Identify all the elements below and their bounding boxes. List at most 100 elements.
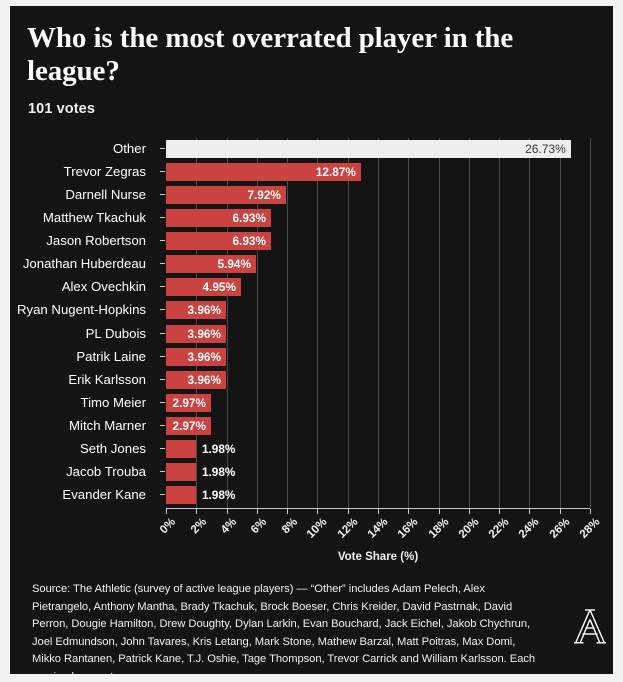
category-label: Evander Kane bbox=[62, 487, 146, 503]
x-tick-mark bbox=[529, 509, 531, 514]
bar-row: Ryan Nugent-Hopkins 3.96% bbox=[17, 301, 590, 320]
bar-value-label: 12.87% bbox=[315, 164, 356, 179]
bar-row: Other 26.73% bbox=[113, 139, 590, 158]
y-tick-mark bbox=[160, 170, 165, 172]
source-note: Source: The Athletic (survey of active l… bbox=[32, 583, 536, 674]
x-tick-mark bbox=[438, 509, 440, 514]
category-label: Erik Karlsson bbox=[68, 371, 146, 387]
y-tick-mark bbox=[160, 471, 165, 473]
bar-row: Jason Robertson 6.93% bbox=[46, 232, 590, 251]
bar-value-label: 1.98% bbox=[201, 465, 236, 480]
bar-value-label: 6.93% bbox=[232, 210, 266, 225]
x-tick-label: 22% bbox=[486, 516, 512, 541]
plot-area: Other 26.73% Trevor Zegras 12.87% Darnell Nu… bbox=[17, 138, 602, 541]
category-label: PL Dubois bbox=[85, 325, 146, 341]
x-tick-mark bbox=[347, 509, 349, 514]
x-tick-label: 12% bbox=[335, 516, 361, 541]
bar bbox=[166, 417, 211, 436]
x-tick-label: 20% bbox=[456, 516, 482, 541]
bar-row: Evander Kane 1.98% bbox=[62, 486, 590, 505]
bar-row: Erik Karlsson 3.96% bbox=[68, 370, 590, 389]
category-label: Mitch Marner bbox=[69, 418, 146, 434]
x-tick-label: 6% bbox=[249, 516, 270, 537]
bar-value-label: 2.97% bbox=[172, 419, 206, 434]
bar-row: Trevor Zegras 12.87% bbox=[64, 162, 590, 181]
bar bbox=[166, 255, 256, 274]
y-tick-mark bbox=[160, 401, 165, 403]
category-label: Jacob Trouba bbox=[66, 464, 146, 480]
y-tick-mark bbox=[160, 263, 165, 265]
x-tick-mark bbox=[468, 509, 470, 514]
bar-value-label: 3.96% bbox=[187, 349, 221, 364]
bar-row: Jonathan Huberdeau 5.94% bbox=[23, 255, 590, 274]
y-tick-mark bbox=[160, 240, 165, 242]
bar-value-label: 26.73% bbox=[525, 141, 566, 156]
gridline bbox=[590, 138, 591, 508]
bar bbox=[166, 486, 196, 505]
bar-value-label: 7.92% bbox=[247, 187, 281, 202]
x-tick-mark bbox=[166, 509, 167, 514]
x-tick-mark bbox=[378, 509, 379, 514]
bar-value-label: 3.96% bbox=[187, 326, 221, 341]
x-tick-mark bbox=[226, 509, 228, 514]
category-label: Other bbox=[113, 140, 146, 156]
category-label: Alex Ovechkin bbox=[61, 279, 146, 295]
x-axis-line bbox=[166, 508, 590, 509]
x-tick-mark bbox=[196, 509, 198, 514]
x-tick-mark bbox=[256, 509, 258, 514]
page-title: Who is the most overrated player in the … bbox=[27, 22, 514, 87]
bar bbox=[166, 278, 241, 297]
x-tick-label: 10% bbox=[305, 516, 330, 541]
x-tick-label: 14% bbox=[365, 516, 391, 541]
x-tick-label: 24% bbox=[517, 516, 542, 541]
y-tick-mark bbox=[160, 332, 165, 334]
y-tick-mark bbox=[160, 448, 165, 450]
bar bbox=[166, 440, 196, 459]
vote-count-subtitle: 101 votes bbox=[28, 101, 95, 117]
y-tick-mark bbox=[160, 147, 165, 149]
bar-row: Seth Jones 1.98% bbox=[80, 440, 590, 459]
bar-row: Patrik Laine 3.96% bbox=[76, 347, 590, 366]
category-label: Timo Meier bbox=[80, 394, 146, 410]
bar-row: Darnell Nurse 7.92% bbox=[65, 185, 590, 204]
bar-value-label: 5.94% bbox=[217, 257, 251, 272]
y-tick-mark bbox=[160, 425, 165, 427]
bar-row: PL Dubois 3.96% bbox=[86, 324, 590, 343]
category-label: Jason Robertson bbox=[46, 233, 146, 249]
category-label: Trevor Zegras bbox=[63, 163, 146, 179]
bar-value-label: 3.96% bbox=[187, 372, 221, 387]
bar bbox=[166, 208, 271, 227]
category-label: Patrik Laine bbox=[76, 348, 146, 364]
bar-row: Mitch Marner 2.97% bbox=[69, 417, 590, 436]
bar-value-label: 3.96% bbox=[187, 303, 221, 318]
x-tick-mark bbox=[317, 509, 319, 514]
bar-value-label: 1.98% bbox=[201, 488, 236, 503]
x-tick-label: 8% bbox=[279, 516, 300, 537]
y-tick-mark bbox=[160, 378, 165, 380]
x-tick-label: 28% bbox=[577, 516, 603, 541]
bar bbox=[166, 324, 226, 343]
bar bbox=[166, 232, 271, 251]
x-tick-label: 4% bbox=[218, 516, 240, 537]
x-tick-mark bbox=[287, 509, 289, 514]
y-tick-mark bbox=[160, 286, 165, 288]
y-tick-mark bbox=[160, 193, 165, 195]
bar bbox=[166, 393, 211, 412]
bar bbox=[166, 185, 286, 204]
bar-value-label: 4.95% bbox=[202, 280, 236, 295]
x-tick-label: 18% bbox=[426, 516, 452, 541]
x-tick-mark bbox=[499, 509, 501, 514]
x-tick-label: 16% bbox=[395, 516, 421, 541]
x-axis-title: Vote Share (%) bbox=[337, 551, 419, 563]
chart-card: Who is the most overrated player in the … bbox=[10, 6, 613, 674]
bar bbox=[166, 347, 226, 366]
x-tick-label: 0% bbox=[158, 516, 179, 537]
category-label: Matthew Tkachuk bbox=[42, 209, 146, 225]
bar-row: Jacob Trouba 1.98% bbox=[66, 463, 590, 482]
bar-row: Timo Meier 2.97% bbox=[81, 393, 590, 412]
x-tick-label: 26% bbox=[547, 516, 573, 541]
the-athletic-logo-icon bbox=[570, 604, 610, 650]
bar bbox=[166, 162, 361, 181]
bar-value-label: 2.97% bbox=[172, 395, 206, 410]
